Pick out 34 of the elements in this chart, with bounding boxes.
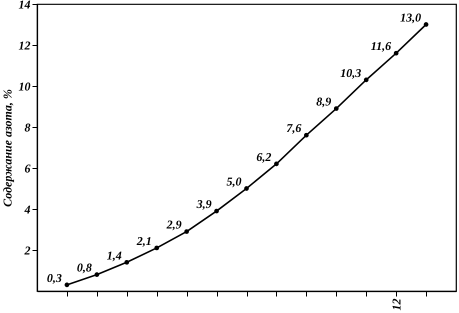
data-label: 7,6 <box>286 121 302 136</box>
y-tick-label: 12 <box>18 38 30 52</box>
point <box>334 106 339 111</box>
point <box>94 272 100 277</box>
point <box>64 282 70 288</box>
point <box>124 260 130 265</box>
y-tick-label: 6 <box>24 162 30 176</box>
point <box>184 229 189 234</box>
data-label: 10,3 <box>340 66 362 80</box>
data-label: 1,4 <box>106 248 122 262</box>
data-label: 13,0 <box>400 10 422 24</box>
point <box>424 22 428 27</box>
data-label: 5,0 <box>226 174 242 188</box>
data-label: 2,9 <box>166 218 182 232</box>
y-tick-label: 14 <box>18 0 30 12</box>
point <box>214 208 219 214</box>
data-label: 0,3 <box>46 270 62 285</box>
data-label: 8,9 <box>316 94 332 109</box>
y-tick-label: 10 <box>18 80 30 94</box>
y-tick-label: 4 <box>24 202 30 216</box>
data-label: 11,6 <box>370 39 392 54</box>
data-label: 3,9 <box>196 197 212 212</box>
point <box>364 78 369 82</box>
data-label: 0,8 <box>76 260 92 275</box>
data-label: 6,2 <box>256 150 272 164</box>
y-axis-title: Содержание азота, % <box>0 89 14 207</box>
point <box>274 162 279 166</box>
y-tick-label: 8 <box>24 120 30 134</box>
point <box>394 50 398 56</box>
point <box>244 186 249 191</box>
data-label: 2,1 <box>136 234 152 248</box>
point <box>154 246 160 250</box>
point <box>304 132 309 138</box>
y-tick-label: 2 <box>24 244 30 258</box>
